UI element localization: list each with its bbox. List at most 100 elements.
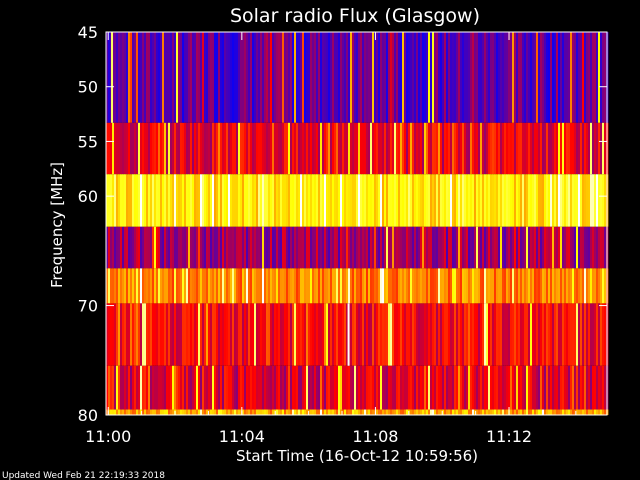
heatmap-cell (280, 32, 283, 123)
heatmap-cell (600, 268, 603, 304)
heatmap-cell (154, 268, 157, 304)
heatmap-cell (444, 268, 447, 304)
heatmap-cell (268, 365, 271, 410)
heatmap-cell (504, 32, 507, 123)
heatmap-cell (500, 32, 503, 123)
heatmap-cell (588, 303, 591, 366)
heatmap-cell (526, 268, 529, 304)
heatmap-cell (198, 122, 201, 175)
heatmap-cell (234, 409, 237, 415)
heatmap-cell (218, 226, 221, 269)
heatmap-cell (536, 268, 539, 304)
heatmap-cell (490, 226, 493, 269)
heatmap-cell (246, 32, 249, 123)
heatmap-cell (604, 365, 607, 410)
heatmap-cell (158, 122, 161, 175)
y-axis-label: Frequency [MHz] (48, 162, 66, 288)
heatmap-cell (334, 32, 337, 123)
heatmap-cell (598, 409, 601, 415)
heatmap-cell (540, 268, 543, 304)
heatmap-cell (346, 303, 349, 366)
heatmap-cell (546, 409, 549, 415)
heatmap-cell (442, 174, 445, 227)
heatmap-cell (132, 122, 135, 175)
heatmap-cell (382, 365, 385, 410)
heatmap-cell (564, 303, 567, 366)
heatmap-cell (582, 122, 585, 175)
heatmap-cell (358, 268, 361, 304)
heatmap-cell (184, 365, 187, 410)
heatmap-cell (122, 365, 125, 410)
heatmap-cell (532, 226, 535, 269)
heatmap-cell (482, 268, 485, 304)
heatmap-cell (320, 122, 323, 175)
heatmap-cell (124, 122, 127, 175)
heatmap-cell (206, 226, 209, 269)
heatmap-cell (164, 365, 167, 410)
heatmap-cell (386, 268, 389, 304)
heatmap-cell (504, 268, 507, 304)
heatmap-cell (510, 365, 513, 410)
heatmap-cell (424, 409, 427, 415)
heatmap-cell (256, 303, 259, 366)
heatmap-cell (468, 122, 471, 175)
heatmap-cell (518, 303, 521, 366)
heatmap-cell (434, 122, 437, 175)
heatmap-cell (374, 268, 377, 304)
heatmap-cell (210, 226, 213, 269)
heatmap-cell (362, 226, 365, 269)
heatmap-cell (168, 226, 171, 269)
heatmap-cell (108, 268, 111, 304)
heatmap-cell (298, 303, 301, 366)
heatmap-cell (506, 174, 509, 227)
heatmap-cell (316, 303, 319, 366)
heatmap-cell (126, 174, 129, 227)
heatmap-cell (426, 409, 429, 415)
y-tick-label: 50 (78, 78, 98, 97)
heatmap-cell (244, 32, 247, 123)
heatmap-cell (252, 365, 255, 410)
heatmap-cell (440, 409, 443, 415)
heatmap-cell (170, 174, 173, 227)
heatmap-cell (356, 32, 359, 123)
heatmap-cell (536, 122, 539, 175)
heatmap-cell (312, 226, 315, 269)
heatmap-cell (416, 303, 419, 366)
heatmap-cell (120, 174, 123, 227)
heatmap-cell (450, 122, 453, 175)
heatmap-cell (266, 409, 269, 415)
heatmap-cell (252, 303, 255, 366)
heatmap-cell (592, 409, 595, 415)
heatmap-cell (268, 409, 271, 415)
heatmap-cell (178, 32, 181, 123)
heatmap-cell (224, 268, 227, 304)
heatmap-cell (484, 122, 487, 175)
heatmap-cell (118, 268, 121, 304)
heatmap-cell (134, 226, 137, 269)
heatmap-cell (308, 303, 311, 366)
heatmap-cell (510, 122, 513, 175)
heatmap-cell (518, 365, 521, 410)
heatmap-cell (168, 268, 171, 304)
heatmap-cell (276, 122, 279, 175)
heatmap-cell (422, 268, 425, 304)
heatmap-cell (530, 122, 533, 175)
heatmap-cell (558, 32, 561, 123)
heatmap-cell (488, 365, 491, 410)
heatmap-cell (432, 409, 435, 415)
heatmap-cell (196, 122, 199, 175)
heatmap-cell (356, 268, 359, 304)
heatmap-cell (314, 303, 317, 366)
heatmap-cell (486, 409, 489, 415)
heatmap-cell (578, 268, 581, 304)
heatmap-cell (590, 122, 593, 175)
heatmap-cell (196, 32, 199, 123)
heatmap-cell (152, 32, 155, 123)
heatmap-cell (270, 409, 273, 415)
heatmap-cell (184, 32, 187, 123)
heatmap-cell (226, 32, 229, 123)
heatmap-cell (278, 365, 281, 410)
heatmap-cell (320, 32, 323, 123)
heatmap-cell (420, 174, 423, 227)
heatmap-cell (172, 122, 175, 175)
